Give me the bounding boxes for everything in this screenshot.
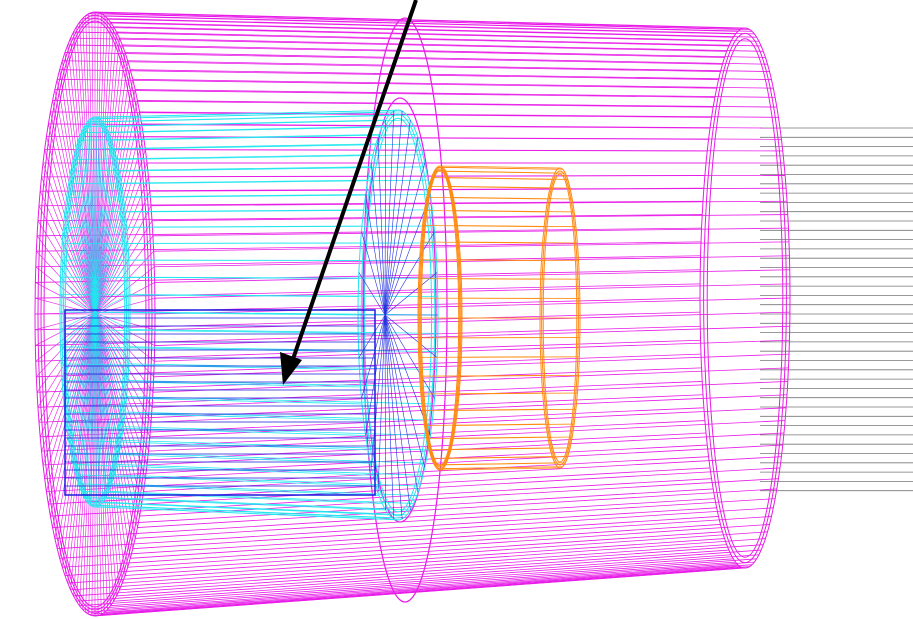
wireframe-view <box>0 0 913 619</box>
page: (() => { const NS = 'http://www.w3.org/2… <box>0 0 913 619</box>
wire <box>419 357 541 358</box>
wire <box>461 279 579 280</box>
wire <box>128 243 436 244</box>
